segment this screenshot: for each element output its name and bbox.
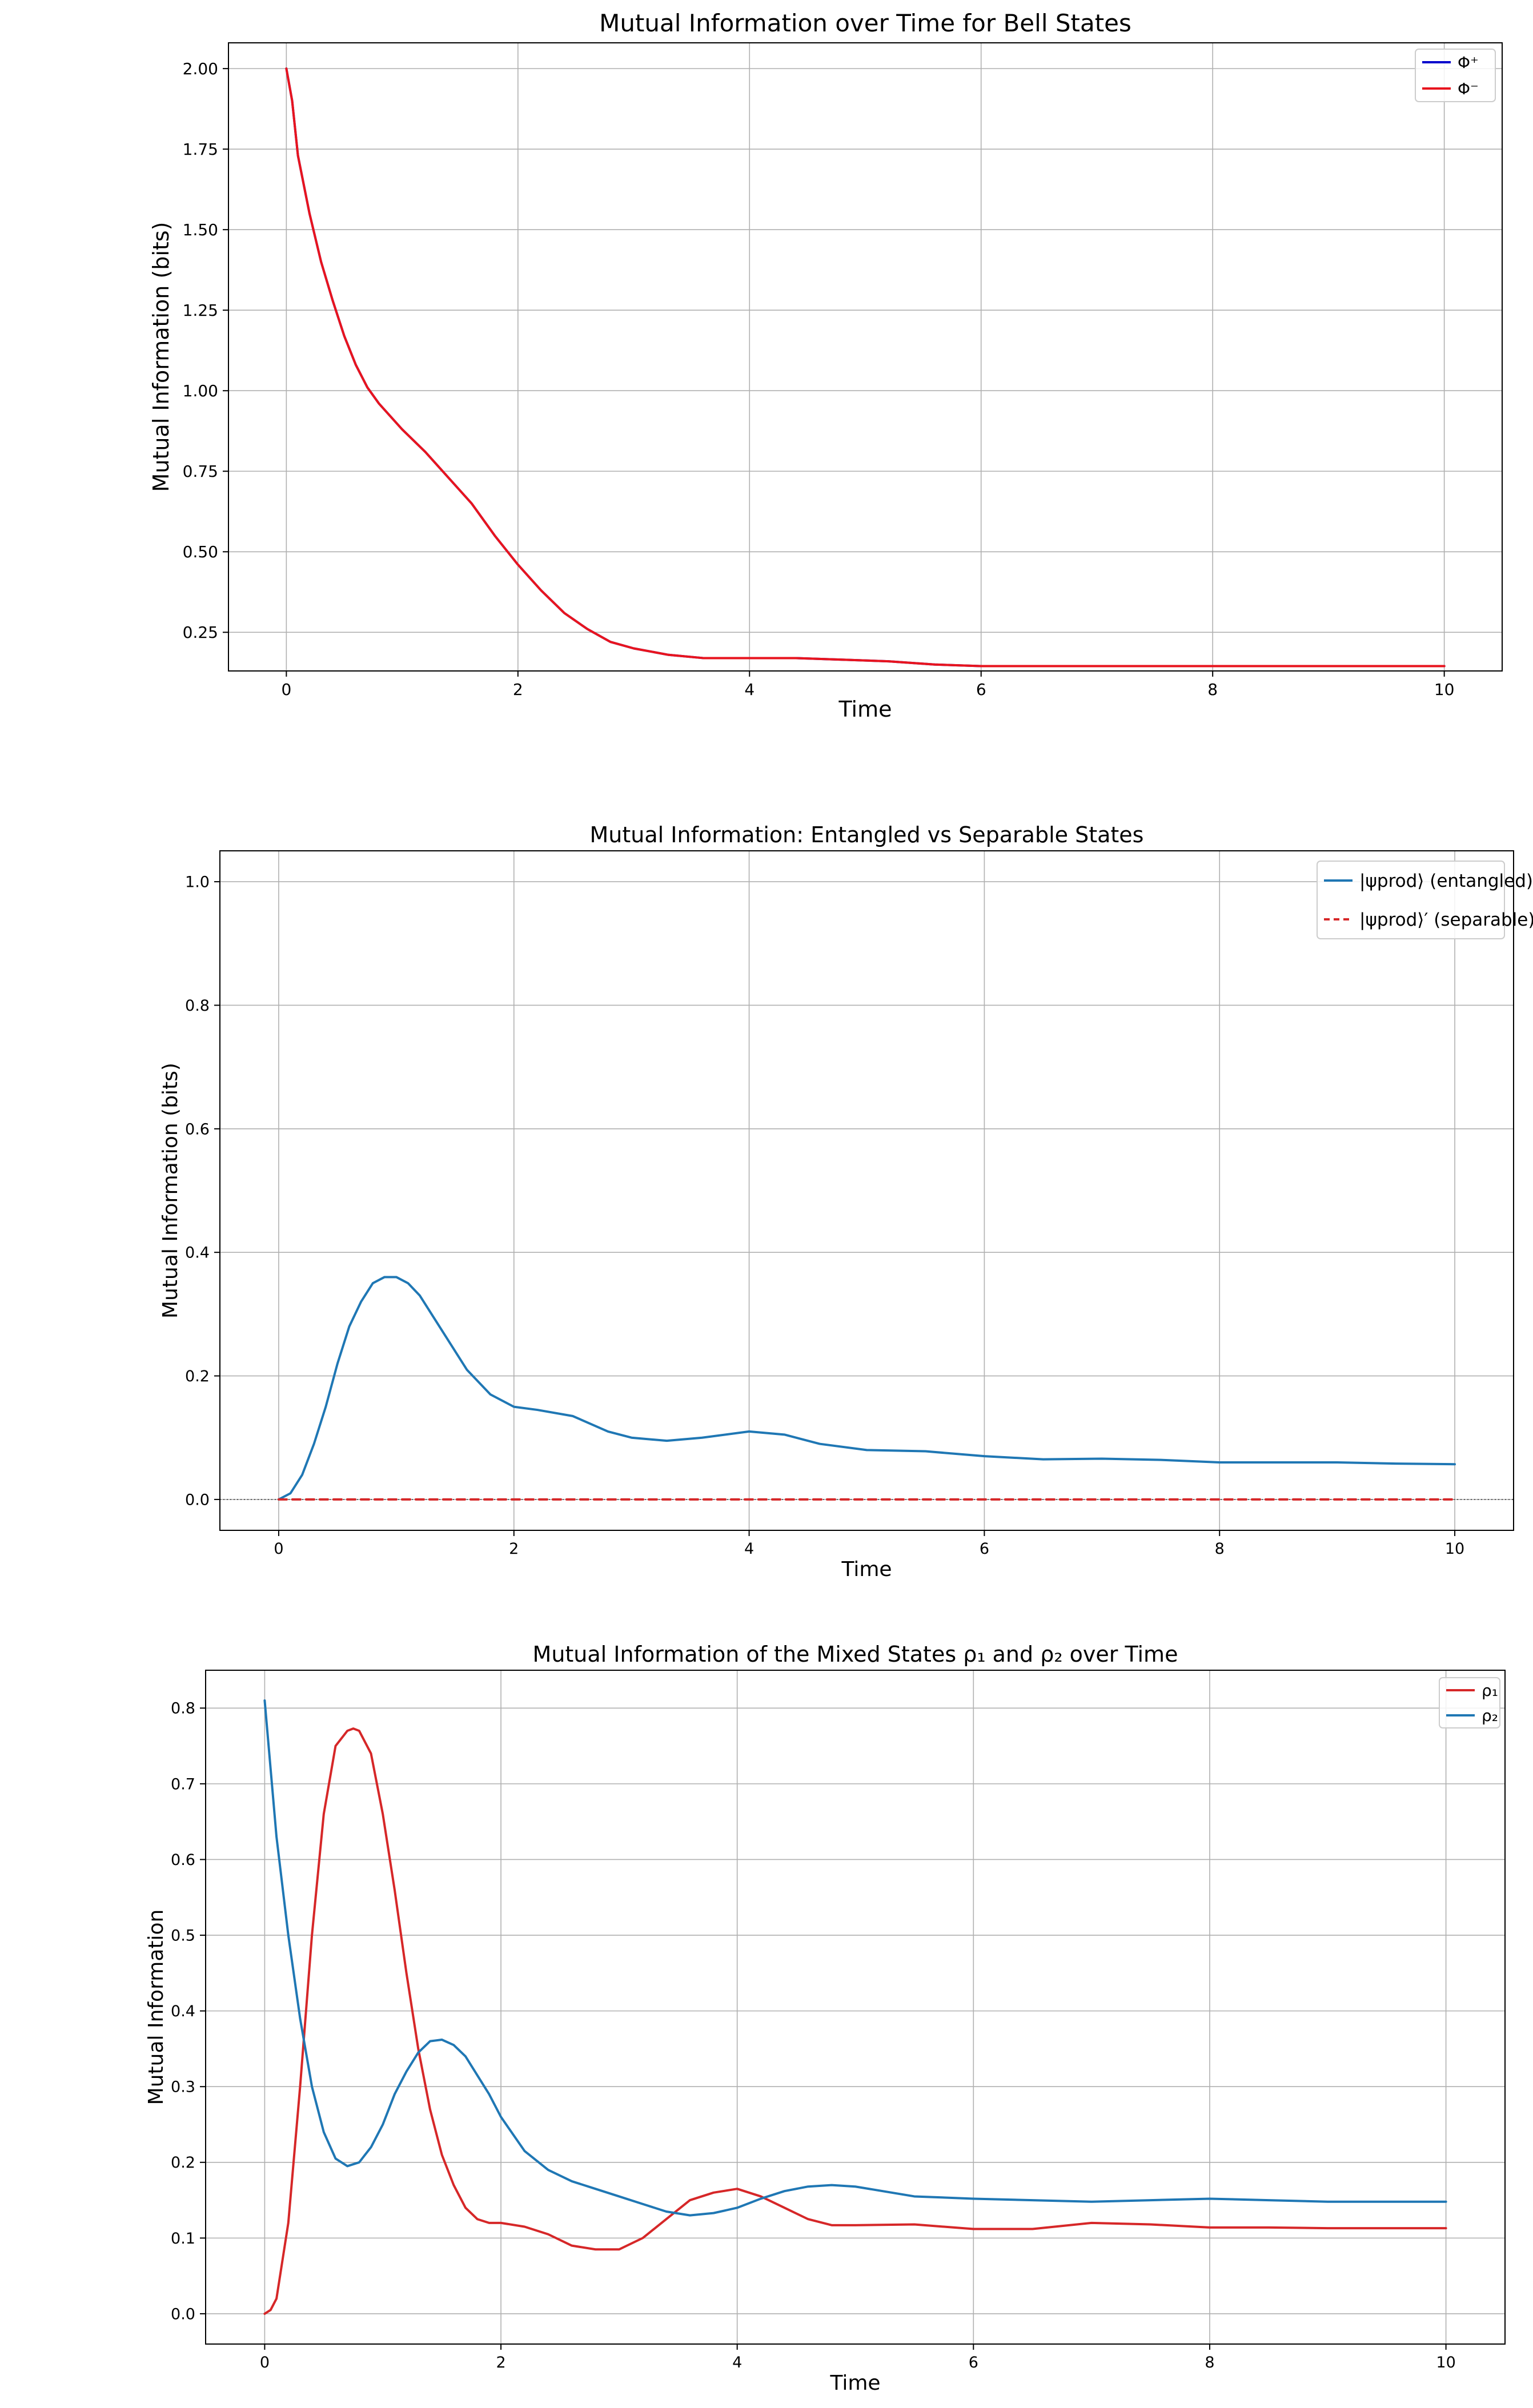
legend: Φ⁺ Φ⁻: [1415, 49, 1496, 102]
x-tick-label: 4: [732, 2354, 742, 2371]
series-line-1: [277, 1276, 1456, 1501]
x-tick-label: 10: [1445, 1540, 1464, 1558]
y-tick-label: 1.50: [183, 220, 218, 239]
plot-frame: [219, 850, 1514, 1531]
plot-frame: [205, 1670, 1506, 2345]
legend-box: [1415, 49, 1496, 102]
y-tick-label: 1.0: [185, 874, 210, 891]
x-axis-label: Time: [829, 2371, 880, 2395]
series-line-1: [285, 67, 1446, 668]
legend-label-1: |ψprod⟩ (entangled): [1359, 871, 1533, 891]
legend: ρ₁ ρ₂: [1439, 1677, 1500, 1728]
y-tick-label: 0.0: [171, 2305, 195, 2323]
chart-3: 0 2 4 6 8 10 0.0 0.1 0.2 0.3 0.4 0.5 0.6 0.7 0.8 Mutual…: [145, 1642, 1506, 2395]
x-tick-label: 2: [496, 2354, 505, 2371]
y-tick-label: 0.50: [183, 542, 218, 561]
x-tick-label: 6: [976, 680, 986, 699]
y-tick-label: 0.25: [183, 623, 218, 642]
x-tick-label: 4: [744, 680, 755, 699]
x-tick-label: 0: [281, 680, 291, 699]
y-tick-label: 0.4: [171, 2003, 195, 2020]
legend-label-1: ρ₁: [1482, 1681, 1498, 1700]
y-tick-label: 0.8: [171, 1700, 195, 1718]
y-tick-label: 2.00: [183, 59, 218, 78]
legend-label-2: ρ₂: [1482, 1706, 1498, 1725]
chart-title: Mutual Information over Time for Bell St…: [599, 9, 1131, 37]
y-tick-label: 0.6: [171, 1851, 195, 1869]
y-tick-label: 0.1: [171, 2230, 195, 2248]
y-tick-label: 0.2: [185, 1368, 210, 1385]
chart-title: Mutual Information: Entangled vs Separab…: [590, 822, 1144, 847]
x-tick-label: 6: [969, 2354, 978, 2371]
y-tick-label: 1.25: [183, 301, 218, 320]
chart-2: 0 2 4 6 8 10 0.0 0.2 0.4 0.6 0.8 1.0 Mutual Informat…: [159, 822, 1533, 1581]
x-tick-label: 6: [980, 1540, 989, 1558]
series-line-2: [263, 1699, 1447, 2217]
y-axis-label: Mutual Information (bits): [149, 222, 174, 492]
y-tick-label: 1.00: [183, 381, 218, 400]
y-tick-label: 0.4: [185, 1244, 210, 1262]
chart-title: Mutual Information of the Mixed States ρ…: [533, 1642, 1178, 1667]
x-axis-label: Time: [838, 697, 892, 722]
y-tick-label: 0.0: [185, 1491, 210, 1509]
x-tick-label: 4: [744, 1540, 754, 1558]
legend-label-2: |ψprod⟩′ (separable): [1359, 910, 1533, 930]
x-tick-label: 0: [260, 2354, 270, 2371]
legend-label-2: Φ⁻: [1458, 79, 1479, 98]
x-tick-label: 8: [1205, 2354, 1214, 2371]
x-tick-label: 10: [1436, 2354, 1455, 2371]
x-tick-label: 2: [513, 680, 523, 699]
x-axis-label: Time: [841, 1558, 892, 1581]
x-tick-label: 2: [509, 1540, 519, 1558]
chart-1: 0 2 4 6 8 10 0.25 0.50 0.75 1.00 1.25 1.50 1.75 2.00 M…: [149, 9, 1503, 722]
x-tick-label: 10: [1434, 680, 1455, 699]
y-tick-label: 0.6: [185, 1120, 210, 1138]
legend: |ψprod⟩ (entangled) |ψprod⟩′ (separable): [1317, 861, 1533, 939]
x-tick-label: 0: [274, 1540, 283, 1558]
x-tick-label: 8: [1207, 680, 1218, 699]
y-tick-label: 0.7: [171, 1775, 195, 1793]
y-tick-label: 0.5: [171, 1927, 195, 1944]
plot-frame: [228, 42, 1503, 672]
series-line-1: [263, 1727, 1447, 2315]
legend-label-1: Φ⁺: [1458, 53, 1479, 72]
y-tick-label: 0.75: [183, 462, 218, 481]
y-tick-label: 0.8: [185, 997, 210, 1015]
y-tick-label: 1.75: [183, 140, 218, 159]
y-axis-label: Mutual Information (bits): [159, 1063, 182, 1318]
x-tick-label: 8: [1215, 1540, 1225, 1558]
y-tick-label: 0.3: [171, 2079, 195, 2096]
y-axis-label: Mutual Information: [145, 1909, 168, 2105]
series-line-2: [285, 67, 1446, 668]
legend-box: [1317, 861, 1505, 939]
y-tick-label: 0.2: [171, 2154, 195, 2172]
